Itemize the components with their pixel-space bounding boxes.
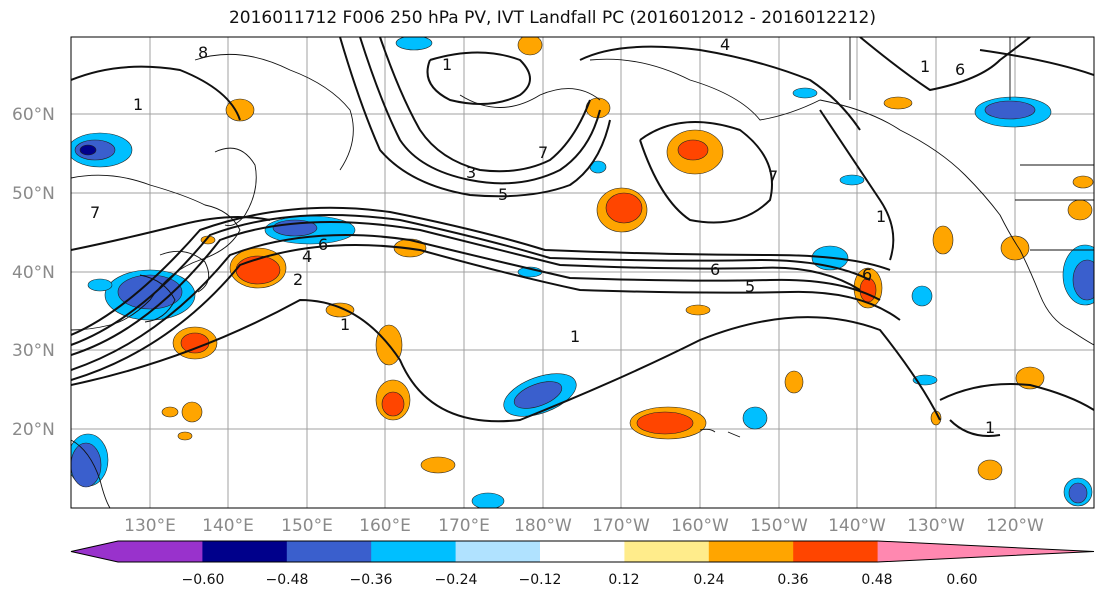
colorbar-segment xyxy=(540,541,625,562)
svg-text:1: 1 xyxy=(133,95,143,114)
svg-text:130°W: 130°W xyxy=(907,516,965,536)
colorbar xyxy=(70,540,1095,563)
svg-text:150°W: 150°W xyxy=(750,516,808,536)
contour-labels: 8 4 1 6 1 1 7 3 5 7 6 4 2 1 6 5 1 7 6 1 … xyxy=(90,35,995,437)
colorbar-outline xyxy=(70,540,1095,563)
colorbar-segment xyxy=(286,541,372,562)
svg-text:0.24: 0.24 xyxy=(693,572,724,588)
svg-text:5: 5 xyxy=(745,277,755,296)
svg-text:0.48: 0.48 xyxy=(861,572,892,588)
svg-text:0.60: 0.60 xyxy=(946,572,977,588)
svg-text:150°E: 150°E xyxy=(281,516,333,536)
svg-text:6: 6 xyxy=(955,60,965,79)
svg-text:−0.48: −0.48 xyxy=(266,572,309,588)
svg-text:7: 7 xyxy=(768,167,778,186)
svg-text:−0.36: −0.36 xyxy=(350,572,393,588)
svg-text:4: 4 xyxy=(720,35,730,54)
svg-text:4: 4 xyxy=(302,247,312,266)
svg-text:1: 1 xyxy=(570,327,580,346)
svg-text:0.36: 0.36 xyxy=(777,572,808,588)
svg-text:−0.12: −0.12 xyxy=(519,572,562,588)
svg-text:160°E: 160°E xyxy=(359,516,411,536)
latitude-labels: 60°N 50°N 40°N 30°N 20°N xyxy=(12,105,55,440)
coastlines xyxy=(71,37,1094,508)
svg-text:7: 7 xyxy=(90,203,100,222)
svg-text:20°N: 20°N xyxy=(12,420,55,440)
svg-text:170°W: 170°W xyxy=(592,516,650,536)
svg-text:1: 1 xyxy=(920,57,930,76)
svg-text:3: 3 xyxy=(466,163,476,182)
svg-text:130°E: 130°E xyxy=(124,516,176,536)
svg-text:1: 1 xyxy=(876,207,886,226)
colorbar-tick-labels: −0.60 −0.48 −0.36 −0.24 −0.12 0.12 0.24 … xyxy=(182,572,978,588)
svg-text:0.12: 0.12 xyxy=(608,572,639,588)
svg-text:1: 1 xyxy=(985,418,995,437)
svg-text:170°E: 170°E xyxy=(438,516,490,536)
svg-text:180°W: 180°W xyxy=(514,516,572,536)
map-title: 2016011712 F006 250 hPa PV, IVT Landfall… xyxy=(228,8,876,28)
colorbar-extend-max xyxy=(877,541,1094,562)
svg-text:−0.60: −0.60 xyxy=(182,572,225,588)
colorbar-segment xyxy=(624,541,710,562)
colorbar-segment xyxy=(118,541,203,562)
map-border xyxy=(70,36,1095,509)
longitude-labels: 130°E 140°E 150°E 160°E 170°E 180°W 170°… xyxy=(124,516,1044,536)
colorbar-extend-min xyxy=(71,541,118,562)
colorbar-segment xyxy=(371,541,457,562)
svg-text:120°W: 120°W xyxy=(986,516,1044,536)
svg-text:140°W: 140°W xyxy=(828,516,886,536)
svg-text:6: 6 xyxy=(318,235,328,254)
svg-text:50°N: 50°N xyxy=(12,184,55,204)
svg-text:6: 6 xyxy=(710,260,720,279)
svg-text:40°N: 40°N xyxy=(12,263,55,283)
svg-text:30°N: 30°N xyxy=(12,341,55,361)
svg-text:160°W: 160°W xyxy=(671,516,729,536)
colorbar-segment xyxy=(202,541,288,562)
colorbar-segment xyxy=(708,541,794,562)
svg-text:−0.24: −0.24 xyxy=(435,572,478,588)
pc-anomaly-shading xyxy=(71,37,1094,508)
svg-text:8: 8 xyxy=(198,43,208,62)
svg-text:140°E: 140°E xyxy=(202,516,254,536)
svg-text:1: 1 xyxy=(442,55,452,74)
pv-contours xyxy=(71,37,1094,437)
svg-text:60°N: 60°N xyxy=(12,105,55,125)
colorbar-segment xyxy=(793,541,879,562)
colorbar-segment xyxy=(455,541,541,562)
svg-text:5: 5 xyxy=(498,185,508,204)
svg-text:1: 1 xyxy=(340,315,350,334)
svg-text:6: 6 xyxy=(862,265,872,284)
svg-text:2: 2 xyxy=(293,270,303,289)
svg-text:7: 7 xyxy=(538,143,548,162)
